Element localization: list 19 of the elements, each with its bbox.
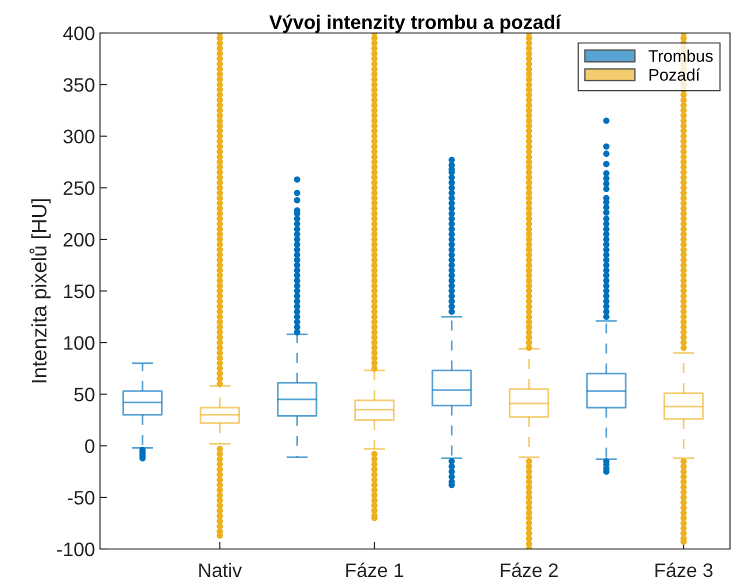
- y-tick-label: 200: [64, 232, 94, 247]
- x-tick-label: Nativ: [199, 562, 242, 578]
- x-tick-label: Fáze 3: [655, 562, 712, 578]
- y-tick-label: 0: [85, 439, 94, 454]
- x-tick-label: Fáze 2: [500, 562, 558, 578]
- y-tick-label: 50: [74, 388, 94, 402]
- y-tick-label: 350: [63, 78, 94, 92]
- legend-label: Trombus: [648, 50, 713, 62]
- x-tick-label: Fáze 1: [346, 562, 404, 578]
- y-tick-label: 400: [63, 26, 94, 40]
- y-tick-label: 100: [64, 336, 94, 350]
- y-tick-label: 250: [64, 181, 94, 196]
- legend-label: Pozadí: [650, 68, 700, 81]
- y-axis-title: Intenzita pixelů [HU]: [30, 199, 51, 382]
- y-tick-label: 150: [64, 284, 94, 298]
- y-tick-label: -100: [57, 542, 94, 556]
- y-tick-label: 300: [63, 130, 94, 144]
- y-tick-label: -50: [68, 490, 94, 505]
- chart-title: Vývoj intenzity trombu a pozadí: [269, 14, 562, 33]
